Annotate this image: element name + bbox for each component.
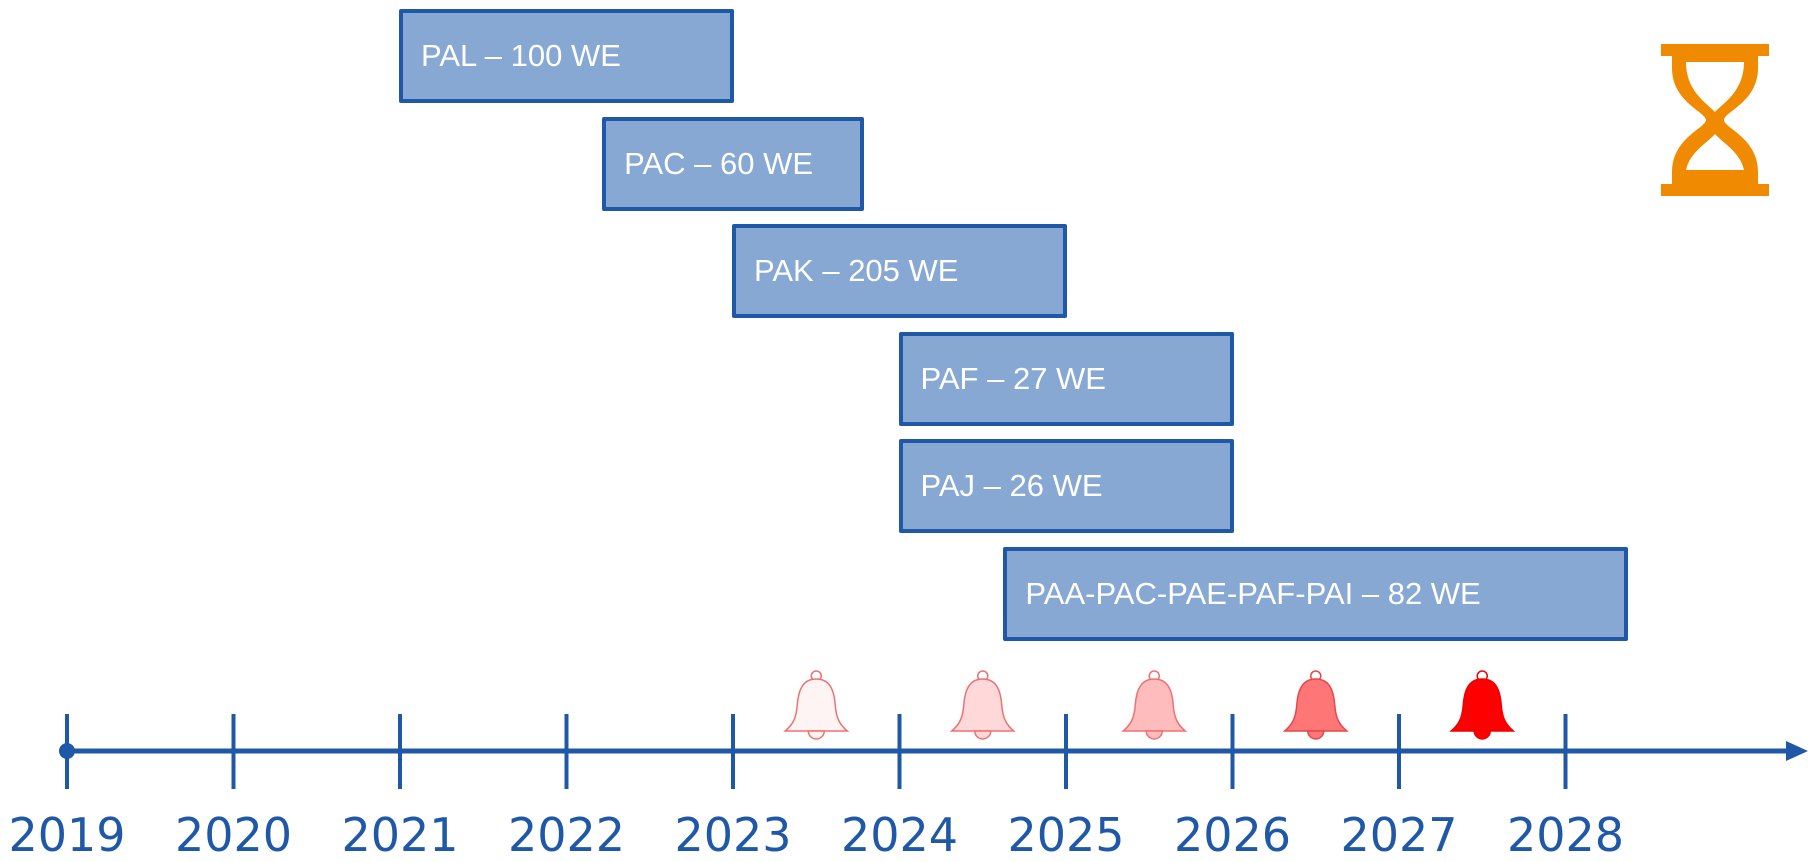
year-label: 2025 (1007, 808, 1125, 862)
year-label: 2021 (341, 808, 459, 862)
project-bar-label: PAF – 27 WE (920, 360, 1107, 396)
year-label: 2022 (507, 808, 626, 862)
project-bar: PAL – 100 WE (399, 9, 734, 103)
year-label: 2019 (8, 808, 126, 862)
year-label: 2026 (1173, 808, 1292, 862)
project-bar-label: PAJ – 26 WE (920, 468, 1103, 503)
year-label: 2027 (1340, 808, 1458, 862)
project-bar: PAF – 27 WE (898, 331, 1234, 426)
timeline-arrow-head (1786, 741, 1808, 761)
project-bar-label: PAA-PAC-PAE-PAF-PAI – 82 WE (1025, 575, 1481, 611)
bell-icon (1449, 670, 1516, 740)
bell-icon (1282, 670, 1349, 740)
year-label: 2028 (1506, 808, 1625, 862)
project-bar: PAK – 205 WE (732, 224, 1067, 318)
project-bar: PAA-PAC-PAE-PAF-PAI – 82 WE (1003, 546, 1629, 641)
bell-icon (949, 670, 1016, 740)
project-bar-label: PAL – 100 WE (421, 38, 621, 73)
project-bar: PAJ – 26 WE (898, 439, 1234, 533)
project-bar-label: PAC – 60 WE (624, 145, 814, 181)
bell-icon (783, 670, 850, 740)
year-label: 2020 (174, 808, 293, 862)
project-bar-label: PAK – 205 WE (754, 253, 959, 288)
hourglass-icon (1661, 44, 1769, 196)
year-label: 2024 (840, 808, 959, 862)
project-bar: PAC – 60 WE (602, 116, 864, 211)
bell-icon (1121, 670, 1188, 740)
year-label: 2023 (674, 808, 792, 862)
